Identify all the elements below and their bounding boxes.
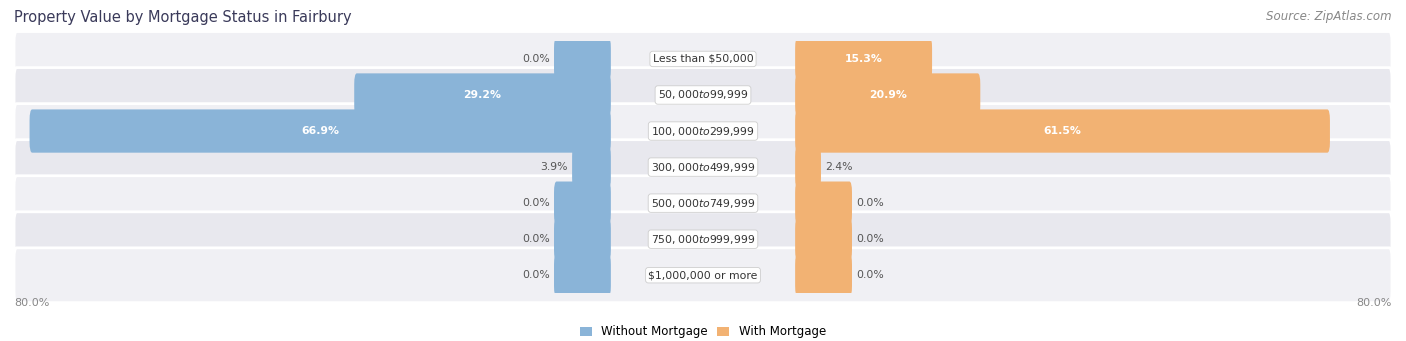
Text: Source: ZipAtlas.com: Source: ZipAtlas.com — [1267, 10, 1392, 23]
Text: 80.0%: 80.0% — [1357, 298, 1392, 308]
Text: 29.2%: 29.2% — [464, 90, 502, 100]
Text: 0.0%: 0.0% — [856, 198, 884, 208]
Text: $750,000 to $999,999: $750,000 to $999,999 — [651, 233, 755, 246]
FancyBboxPatch shape — [14, 32, 1392, 86]
FancyBboxPatch shape — [554, 37, 610, 80]
FancyBboxPatch shape — [796, 181, 852, 225]
Text: 2.4%: 2.4% — [825, 162, 853, 172]
FancyBboxPatch shape — [14, 176, 1392, 231]
FancyBboxPatch shape — [554, 218, 610, 261]
FancyBboxPatch shape — [796, 254, 852, 297]
Text: $50,000 to $99,999: $50,000 to $99,999 — [658, 89, 748, 102]
FancyBboxPatch shape — [30, 109, 610, 153]
Text: 0.0%: 0.0% — [856, 234, 884, 244]
FancyBboxPatch shape — [14, 248, 1392, 302]
Text: $500,000 to $749,999: $500,000 to $749,999 — [651, 197, 755, 210]
FancyBboxPatch shape — [354, 73, 610, 117]
Text: 0.0%: 0.0% — [522, 198, 550, 208]
FancyBboxPatch shape — [796, 37, 932, 80]
FancyBboxPatch shape — [14, 68, 1392, 122]
Text: 15.3%: 15.3% — [845, 54, 883, 64]
FancyBboxPatch shape — [14, 104, 1392, 159]
FancyBboxPatch shape — [554, 254, 610, 297]
FancyBboxPatch shape — [796, 146, 821, 189]
Text: 0.0%: 0.0% — [522, 270, 550, 280]
Text: 61.5%: 61.5% — [1043, 126, 1081, 136]
Text: 0.0%: 0.0% — [522, 54, 550, 64]
Text: 20.9%: 20.9% — [869, 90, 907, 100]
Text: 0.0%: 0.0% — [522, 234, 550, 244]
Text: Property Value by Mortgage Status in Fairbury: Property Value by Mortgage Status in Fai… — [14, 10, 352, 25]
Text: 0.0%: 0.0% — [856, 270, 884, 280]
Text: $100,000 to $299,999: $100,000 to $299,999 — [651, 124, 755, 137]
FancyBboxPatch shape — [554, 181, 610, 225]
Text: Less than $50,000: Less than $50,000 — [652, 54, 754, 64]
FancyBboxPatch shape — [572, 146, 610, 189]
FancyBboxPatch shape — [796, 218, 852, 261]
Text: 80.0%: 80.0% — [14, 298, 49, 308]
Text: $1,000,000 or more: $1,000,000 or more — [648, 270, 758, 280]
FancyBboxPatch shape — [14, 212, 1392, 267]
Legend: Without Mortgage, With Mortgage: Without Mortgage, With Mortgage — [575, 321, 831, 341]
Text: 3.9%: 3.9% — [540, 162, 568, 172]
FancyBboxPatch shape — [796, 73, 980, 117]
Text: $300,000 to $499,999: $300,000 to $499,999 — [651, 161, 755, 174]
Text: 66.9%: 66.9% — [301, 126, 339, 136]
FancyBboxPatch shape — [796, 109, 1330, 153]
FancyBboxPatch shape — [14, 140, 1392, 194]
